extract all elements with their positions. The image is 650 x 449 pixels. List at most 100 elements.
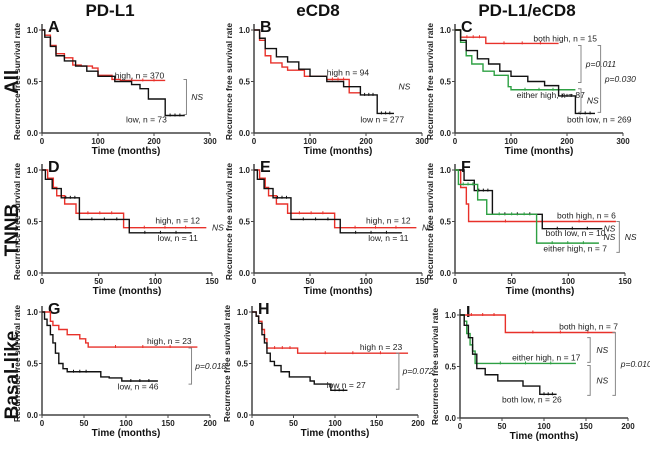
significance-label: p=0.010 [620,359,650,369]
x-tick-label: 100 [119,419,133,428]
x-tick-label: 0 [40,419,45,428]
significance-label: NS [603,232,615,242]
y-tick-label: 1.0 [239,26,251,35]
significance-bracket [188,347,193,385]
y-axis-label: Recurrence free survival rate [12,23,22,140]
y-axis-label: Recurrence free survival rate [425,23,435,140]
significance-label: NS [191,92,203,102]
series-label: low, n = 46 [118,381,159,391]
row-label-basal-like: Basal-like [2,331,23,420]
significance-label: NS [596,345,608,355]
x-tick-label: 150 [579,422,593,431]
series-label: both low, n = 269 [567,115,632,125]
significance-bracket [587,337,591,363]
x-tick-label: 150 [415,277,429,286]
panel-h: H 0 50 100 150 200 0.0 0.5 1.0 Time (months) Recur… [222,301,434,439]
panel-letter: H [258,301,270,318]
significance-label: NS [587,96,599,106]
significance-bracket [587,364,591,396]
series-label: both low, n = 10 [546,228,606,238]
x-axis-label: Time (months) [301,428,370,439]
x-tick-label: 100 [328,419,342,428]
series-label: low, n = 11 [158,233,199,243]
x-tick-label: 150 [205,277,219,286]
x-axis-label: Time (months) [506,286,575,297]
y-tick-label: 1.0 [237,308,249,317]
x-tick-label: 300 [616,137,630,146]
series-line-low [42,29,185,117]
x-tick-label: 150 [618,277,632,286]
x-tick-label: 200 [147,137,161,146]
y-tick-label: 0.5 [27,360,39,369]
x-tick-label: 0 [252,137,257,146]
series-label: both high, n = 6 [557,210,616,220]
series-label: high n = 94 [327,67,370,77]
y-tick-label: 1.0 [239,166,251,175]
panel-letter: A [48,19,60,36]
panel-f: F 0 50 100 150 0.0 0.5 1.0 Time (months) Recurren… [425,159,637,297]
panel-letter: C [461,19,473,36]
panel-b: B 0 100 200 300 0.0 0.5 1.0 Time (months) Recurre… [224,19,429,157]
series-label: high, n = 370 [115,70,165,80]
column-title-ecd8: eCD8 [296,1,339,20]
series-label: low, n = 11 [368,233,409,243]
x-tick-label: 200 [203,419,217,428]
y-tick-label: 1.0 [27,26,39,35]
significance-bracket [578,44,582,84]
y-tick-label: 0.0 [27,129,39,138]
y-tick-label: 0.0 [440,129,452,138]
series-line-low [42,169,192,234]
column-title-pdl1: PD-L1 [85,1,134,20]
x-tick-label: 300 [203,137,217,146]
series-label: high n = 23 [360,342,403,352]
y-tick-label: 0.5 [239,78,251,87]
x-tick-label: 0 [453,137,458,146]
x-tick-label: 150 [161,419,175,428]
panel-i: I 0 50 100 150 200 0.0 0.5 1.0 Time (months) Recur… [430,304,650,442]
y-tick-label: 1.0 [445,311,457,320]
x-tick-label: 0 [40,137,45,146]
series-line-either-high [455,169,599,244]
y-axis-label: Recurrence free survival rate [224,163,234,280]
x-tick-label: 100 [303,137,317,146]
panel-letter: B [260,19,272,36]
series-line-high [42,311,198,348]
series-line-low [42,311,158,382]
x-axis-label: Time (months) [93,286,162,297]
panel-letter: I [466,304,470,321]
series-line-both-low [455,29,595,115]
series-label: high, n = 12 [155,216,200,226]
y-tick-label: 0.5 [237,360,249,369]
x-tick-label: 0 [40,277,45,286]
y-tick-label: 1.0 [27,308,39,317]
panel-d: D 0 50 100 150 0.0 0.5 1.0 Time (months) Recurren… [12,159,224,297]
x-axis-label: Time (months) [510,431,579,442]
x-tick-label: 100 [149,277,163,286]
significance-label: p=0.030 [604,74,636,84]
column-title-pdl1-ecd8: PD-L1/eCD8 [478,1,575,20]
row-label-all: All [2,70,23,94]
series-line-low [252,311,348,391]
panel-letter: D [48,159,60,176]
x-tick-label: 300 [415,137,429,146]
series-line-both-low [460,314,557,396]
x-axis-label: Time (months) [304,146,373,157]
panel-letter: E [260,159,271,176]
x-tick-label: 100 [504,137,518,146]
x-tick-label: 150 [370,419,384,428]
y-tick-label: 1.0 [27,166,39,175]
series-label: both low, n = 26 [502,395,562,405]
panel-letter: F [461,159,471,176]
significance-label: p=0.072 [402,366,434,376]
series-label: low, n = 73 [126,115,167,125]
significance-label: p=0.018 [194,361,226,371]
significance-label: NS [596,375,608,385]
series-label: either high, n = 7 [543,243,607,253]
y-tick-label: 0.5 [440,218,452,227]
significance-bracket [183,78,187,115]
panel-a: A 0 100 200 300 0.0 0.5 1.0 Time (months) Recurre… [12,19,217,157]
x-tick-label: 200 [560,137,574,146]
significance-bracket [578,88,582,113]
x-axis-label: Time (months) [304,286,373,297]
